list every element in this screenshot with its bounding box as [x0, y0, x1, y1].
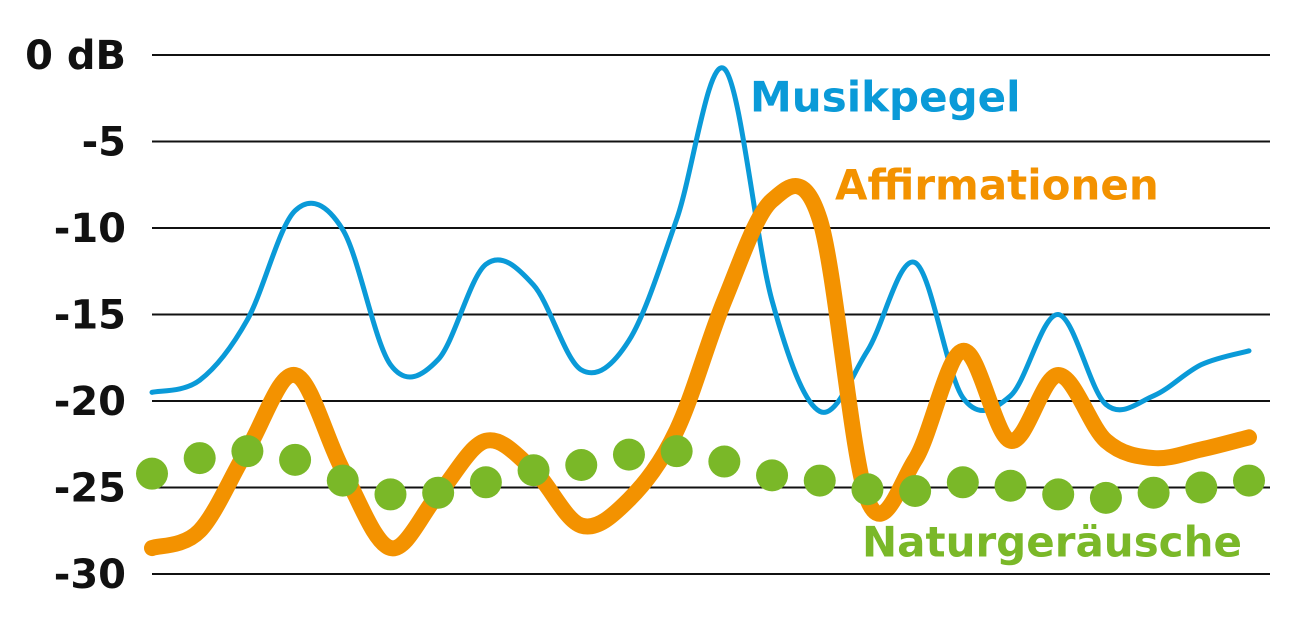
- y-tick-label: -20: [54, 379, 126, 425]
- data-line: [149, 65, 1252, 415]
- data-dot: [612, 438, 645, 471]
- series-label: Affirmationen: [835, 161, 1159, 210]
- data-dot: [183, 442, 216, 475]
- data-dot: [422, 476, 455, 509]
- y-tick-label: -5: [82, 120, 126, 166]
- data-dot: [565, 449, 598, 482]
- y-tick-label: -15: [54, 293, 126, 339]
- data-dot: [279, 443, 312, 476]
- data-dot: [994, 469, 1027, 502]
- data-dot: [469, 466, 502, 499]
- data-dot: [851, 473, 884, 506]
- data-dot: [756, 459, 789, 492]
- y-tick-label: -10: [54, 206, 126, 252]
- data-dot: [231, 435, 264, 468]
- series-label: Naturgeräusche: [862, 518, 1242, 567]
- data-dot: [803, 464, 836, 497]
- data-dot: [660, 435, 693, 468]
- data-dot: [899, 474, 932, 507]
- data-dot: [374, 478, 407, 511]
- data-dot: [1233, 464, 1265, 497]
- y-tick-label: 0 dB: [25, 33, 126, 79]
- data-dot: [1089, 481, 1122, 514]
- data-dot: [708, 445, 741, 478]
- y-tick-label: -30: [54, 552, 126, 598]
- data-dot: [1137, 476, 1170, 509]
- data-dot: [136, 457, 168, 490]
- data-dot: [326, 464, 359, 497]
- series-label: Musikpegel: [750, 73, 1021, 122]
- data-dot: [517, 454, 550, 487]
- data-dot: [946, 466, 979, 499]
- y-tick-label: -25: [54, 466, 126, 512]
- data-dot: [1185, 471, 1218, 504]
- data-dot: [1042, 478, 1075, 511]
